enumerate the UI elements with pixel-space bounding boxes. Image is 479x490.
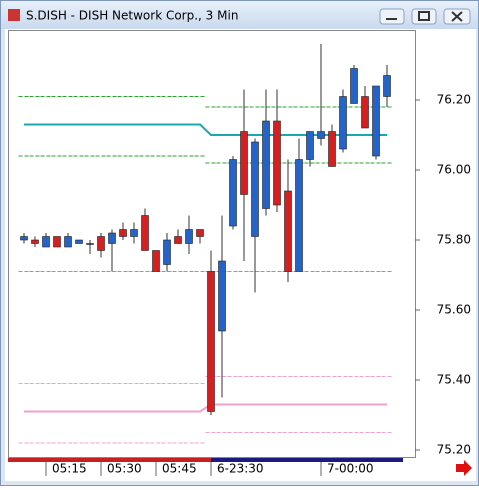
candle-body [361, 96, 369, 129]
candle-body [273, 120, 281, 206]
minimize-button[interactable] [379, 8, 405, 25]
x-tick-label: 05:45 [162, 462, 197, 476]
candle-body [328, 131, 336, 167]
app-icon [8, 9, 20, 21]
candle-body [240, 131, 248, 195]
candle-body [295, 159, 303, 272]
y-tick-label: 75.80 [437, 233, 471, 247]
y-tick-label: 76.00 [437, 163, 471, 177]
session-bar [211, 458, 403, 462]
window-title: S.DISH - DISH Network Corp., 3 Min [26, 9, 238, 23]
candle-body [317, 131, 325, 139]
close-icon [451, 11, 463, 22]
session-bar [8, 458, 211, 462]
candle-body [196, 229, 204, 237]
candle-body [86, 243, 94, 245]
y-tick-label: 76.20 [437, 93, 471, 107]
candle-body [163, 239, 171, 265]
candle-body [75, 239, 83, 244]
candle-body [20, 236, 28, 241]
candle-body [53, 236, 61, 248]
candle-body [339, 96, 347, 150]
candle-body [229, 159, 237, 227]
scroll-arrow[interactable] [456, 460, 472, 476]
window-buttons[interactable] [379, 8, 471, 25]
candle-body [207, 271, 215, 412]
candle-body [306, 131, 314, 160]
candle-body [350, 68, 358, 104]
candle-body [218, 260, 226, 332]
candle-body [141, 215, 149, 251]
candle-body [284, 190, 292, 272]
candle-body [262, 120, 270, 209]
candle-body [119, 229, 127, 237]
candle-body [64, 236, 72, 248]
candle-body [97, 236, 105, 251]
band-line [24, 123, 387, 136]
maximize-icon [418, 11, 430, 21]
y-tick-label: 75.40 [437, 373, 471, 387]
candle-body [185, 229, 193, 244]
candle-body [174, 236, 182, 244]
y-tick-label: 75.60 [437, 303, 471, 317]
candle-body [42, 236, 50, 248]
candle-body [130, 229, 138, 237]
candle-body [372, 85, 380, 157]
candle-body [31, 239, 39, 244]
band-line [24, 403, 387, 413]
candle-body [152, 250, 160, 272]
x-tick-label: 6-23:30 [217, 462, 264, 476]
candle-body [251, 141, 259, 237]
candle-body [108, 232, 116, 244]
candle-body [383, 75, 391, 97]
x-tick-label: 7-00:00 [327, 462, 374, 476]
y-tick-label: 75.20 [437, 443, 471, 457]
minimize-icon [386, 18, 397, 20]
x-tick-label: 05:30 [107, 462, 142, 476]
x-tick-label: 05:15 [52, 462, 87, 476]
